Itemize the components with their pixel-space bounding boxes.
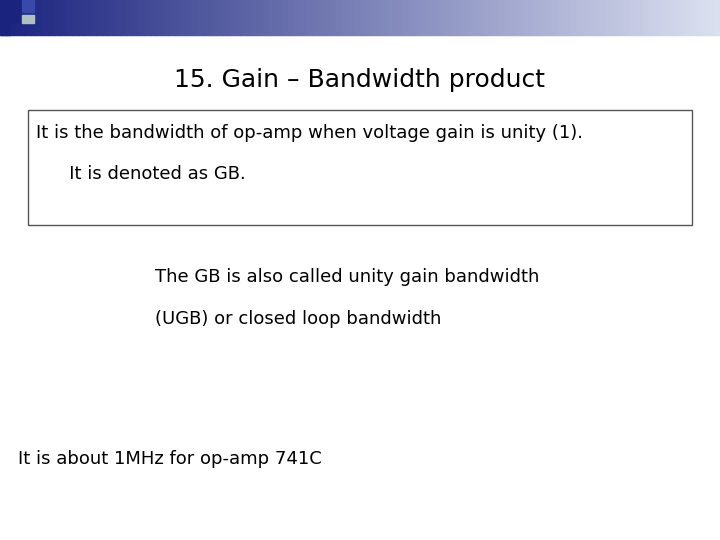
Bar [0, 22, 10, 35]
Bar [0, 0, 22, 22]
Text: The GB is also called unity gain bandwidth: The GB is also called unity gain bandwid… [155, 268, 539, 286]
Bar [22, 15, 34, 23]
Bar [22, 0, 34, 12]
Text: (UGB) or closed loop bandwidth: (UGB) or closed loop bandwidth [155, 310, 441, 328]
Text: 15. Gain – Bandwidth product: 15. Gain – Bandwidth product [174, 68, 546, 92]
Text: It is denoted as GB.: It is denoted as GB. [52, 165, 246, 183]
Bar [28, 110, 692, 225]
Text: It is about 1MHz for op-amp 741C: It is about 1MHz for op-amp 741C [18, 450, 322, 468]
Text: It is the bandwidth of op-amp when voltage gain is unity (1).: It is the bandwidth of op-amp when volta… [36, 124, 583, 142]
